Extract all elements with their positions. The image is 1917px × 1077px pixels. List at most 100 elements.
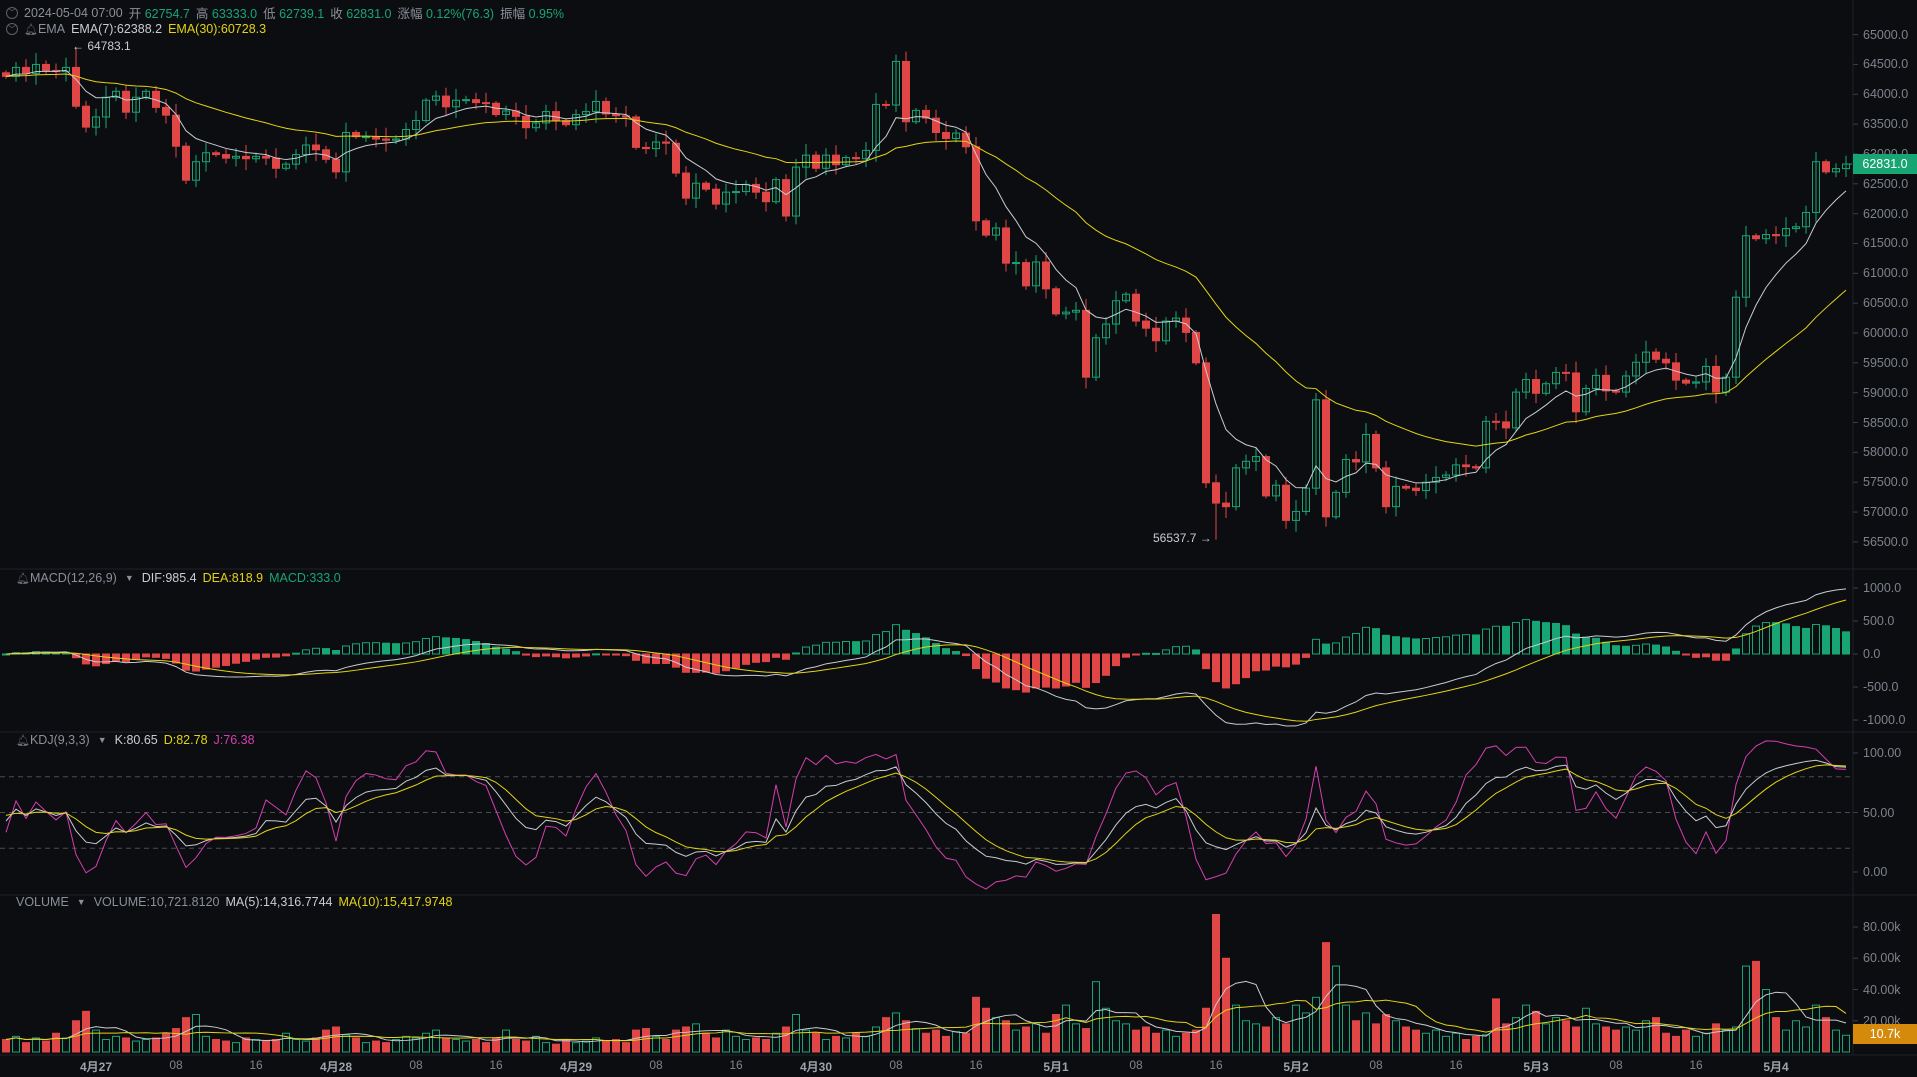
dropdown-caret-icon[interactable]: ▼	[97, 735, 107, 745]
volume-bar	[502, 1029, 510, 1053]
bell-icon[interactable]: 🔔︎	[16, 573, 30, 585]
macd-bar	[1712, 653, 1720, 661]
candle-body	[1312, 399, 1320, 489]
volume-indicator-name[interactable]: VOLUME	[16, 895, 69, 909]
volume-bar	[62, 1037, 70, 1053]
macd-bar	[542, 653, 550, 657]
candle-body	[1292, 510, 1300, 521]
candle-body	[632, 116, 640, 148]
candle	[1682, 377, 1690, 386]
candle	[1462, 455, 1470, 477]
candle	[692, 173, 700, 208]
candle	[1742, 225, 1750, 308]
macd-dif: DIF:985.4	[141, 571, 197, 585]
volume-bar	[1002, 1020, 1010, 1053]
volume-bar	[1082, 1028, 1090, 1053]
ema-indicator-name[interactable]: EMA	[37, 22, 66, 36]
bell-icon[interactable]: 🔔︎	[16, 735, 30, 747]
candle-body	[1742, 235, 1750, 298]
macd-bar	[1752, 625, 1760, 655]
candle	[112, 87, 120, 102]
candle-body	[1162, 320, 1170, 342]
candle	[682, 166, 690, 205]
price-axis-label: 59500.0	[1863, 355, 1909, 370]
macd-legend: 🔔︎MACD(12,26,9) ▼ DIF:985.4 DEA:818.9 MA…	[16, 571, 341, 585]
volume-bar	[1612, 1029, 1620, 1053]
volume-bar	[642, 1028, 650, 1053]
volume-bar	[1302, 1012, 1310, 1053]
macd-bar	[1292, 653, 1300, 665]
candle-body	[1542, 383, 1550, 394]
macd-bar	[1812, 623, 1820, 655]
candle	[122, 84, 130, 120]
macd-axis-label: 500.0	[1863, 614, 1895, 628]
kdj-indicator-name[interactable]: KDJ(9,3,3)	[29, 733, 90, 747]
candle-body	[1142, 320, 1150, 329]
macd-bar	[512, 651, 520, 655]
candle	[502, 105, 510, 120]
candle	[1642, 340, 1650, 374]
dropdown-caret-icon[interactable]: ▼	[124, 573, 134, 583]
macd-bar	[902, 629, 910, 655]
macd-bar	[832, 641, 840, 655]
time-axis-label: 08	[409, 1058, 423, 1072]
macd-bar	[892, 624, 900, 655]
candle-body	[1522, 379, 1530, 393]
dropdown-caret-icon[interactable]: ▼	[76, 897, 86, 907]
volume-bar	[842, 1037, 850, 1053]
candle	[1492, 412, 1500, 431]
candle-body	[192, 161, 200, 181]
macd-bar	[1282, 653, 1290, 668]
macd-bar	[872, 634, 880, 655]
macd-bar	[1262, 653, 1270, 671]
volume-bar	[952, 1031, 960, 1053]
candle	[1422, 473, 1430, 499]
volume-bar	[882, 1017, 890, 1053]
candle	[252, 152, 260, 163]
time-axis-label: 5月3	[1523, 1060, 1549, 1074]
candle	[762, 182, 770, 212]
macd-bar	[1512, 621, 1520, 655]
candle-body	[1342, 459, 1350, 493]
macd-bar	[1792, 626, 1800, 655]
volume-bar	[1682, 1029, 1690, 1053]
bell-icon[interactable]: 🔔︎	[24, 24, 38, 36]
candle-body	[792, 166, 800, 217]
macd-bar	[1412, 638, 1420, 655]
volume-bar	[1482, 1034, 1490, 1053]
volume-bar	[1832, 1029, 1840, 1053]
macd-indicator-name[interactable]: MACD(12,26,9)	[29, 571, 117, 585]
volume-bar	[1772, 1017, 1780, 1053]
candle-body	[602, 100, 610, 115]
candle-body	[1352, 459, 1360, 463]
collapse-chevron-icon[interactable]: ﹀	[6, 6, 18, 19]
volume-bar	[332, 1026, 340, 1053]
collapse-chevron-icon[interactable]: ﹀	[6, 23, 18, 35]
macd-bar	[1782, 623, 1790, 655]
candle-body	[532, 122, 540, 129]
candle-body	[782, 179, 790, 217]
macd-bar	[1332, 642, 1340, 655]
volume-bar	[1722, 1029, 1730, 1053]
time-axis-label: 16	[1209, 1058, 1223, 1072]
candle-body	[892, 60, 900, 106]
time-axis-label: 08	[649, 1058, 663, 1072]
candle-body	[1072, 309, 1080, 313]
ema7-value: EMA(7):62388.2	[71, 22, 163, 36]
candle	[652, 133, 660, 157]
candle	[452, 88, 460, 119]
macd-bar	[762, 653, 770, 663]
candle-body	[372, 136, 380, 140]
candle	[982, 218, 990, 238]
candle	[1082, 298, 1090, 389]
volume-bar	[432, 1029, 440, 1053]
close-value: 62831.0	[346, 7, 392, 21]
volume-bar	[722, 1029, 730, 1053]
candle-body	[1782, 228, 1790, 237]
macd-axis-label: 0.0	[1863, 647, 1881, 661]
time-axis-label: 08	[169, 1058, 183, 1072]
macd-bar	[942, 648, 950, 655]
candle-body	[1002, 227, 1010, 264]
macd-bar	[612, 653, 620, 656]
